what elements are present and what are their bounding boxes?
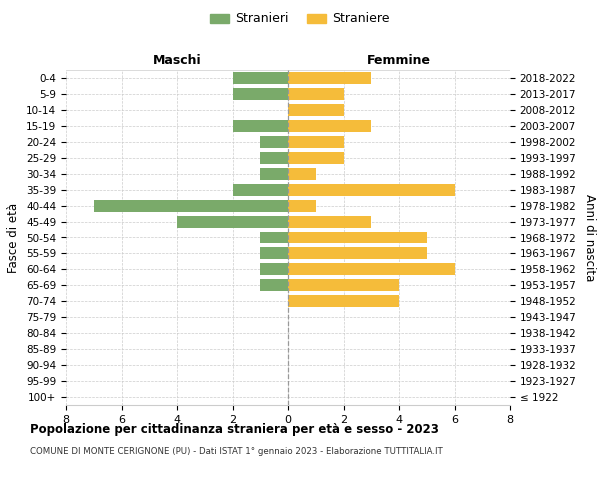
- Y-axis label: Anni di nascita: Anni di nascita: [583, 194, 596, 281]
- Text: Popolazione per cittadinanza straniera per età e sesso - 2023: Popolazione per cittadinanza straniera p…: [30, 422, 439, 436]
- Bar: [233, 72, 288, 84]
- Text: COMUNE DI MONTE CERIGNONE (PU) - Dati ISTAT 1° gennaio 2023 - Elaborazione TUTTI: COMUNE DI MONTE CERIGNONE (PU) - Dati IS…: [30, 448, 443, 456]
- Bar: [288, 216, 371, 228]
- Text: Femmine: Femmine: [367, 54, 431, 66]
- Bar: [260, 280, 288, 291]
- Bar: [288, 248, 427, 260]
- Bar: [94, 200, 288, 211]
- Bar: [233, 88, 288, 100]
- Bar: [288, 200, 316, 211]
- Bar: [288, 280, 399, 291]
- Bar: [233, 120, 288, 132]
- Bar: [260, 152, 288, 164]
- Bar: [288, 88, 343, 100]
- Bar: [288, 136, 343, 148]
- Bar: [233, 184, 288, 196]
- Bar: [288, 104, 343, 116]
- Bar: [260, 248, 288, 260]
- Bar: [260, 232, 288, 243]
- Text: Maschi: Maschi: [152, 54, 202, 66]
- Bar: [260, 136, 288, 148]
- Bar: [288, 296, 399, 308]
- Bar: [288, 184, 455, 196]
- Bar: [288, 232, 427, 243]
- Bar: [288, 152, 343, 164]
- Y-axis label: Fasce di età: Fasce di età: [7, 202, 20, 272]
- Bar: [288, 120, 371, 132]
- Bar: [288, 264, 455, 276]
- Bar: [288, 168, 316, 179]
- Bar: [177, 216, 288, 228]
- Bar: [288, 72, 371, 84]
- Bar: [260, 168, 288, 179]
- Bar: [260, 264, 288, 276]
- Legend: Stranieri, Straniere: Stranieri, Straniere: [206, 8, 394, 29]
